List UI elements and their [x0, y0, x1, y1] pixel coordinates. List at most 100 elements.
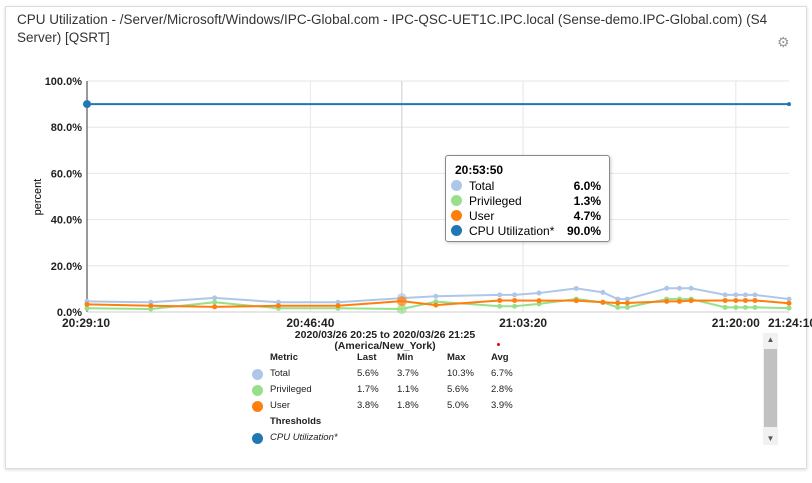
legend-row-user[interactable]: User 3.8% 1.8% 5.0% 3.9% — [250, 400, 530, 414]
thresholds-label: Thresholds — [270, 416, 322, 427]
legend-row-privileged[interactable]: Privileged 1.7% 1.1% 5.6% 2.8% — [250, 384, 530, 398]
data-point-user — [497, 297, 503, 303]
data-point-user — [624, 300, 630, 306]
x-tick-label: 20:46:40 — [286, 316, 334, 330]
data-point-total — [676, 285, 682, 291]
data-point-user — [84, 301, 90, 307]
legend-max: 5.0% — [447, 400, 469, 411]
threshold-dot-icon — [252, 433, 263, 444]
legend-row-threshold[interactable]: CPU Utilization* — [250, 432, 530, 446]
x-tick-label: 21:24:10 — [768, 316, 812, 330]
series-line-total — [86, 287, 790, 304]
data-point-total — [433, 293, 439, 299]
legend-avg: 6.7% — [491, 368, 513, 379]
legend-min: 3.7% — [397, 368, 419, 379]
header-metric: Metric — [270, 352, 298, 363]
legend-scrollbar[interactable]: ▲ ▼ — [763, 333, 778, 445]
legend-avg: 2.8% — [491, 384, 513, 395]
data-point-total — [752, 292, 758, 298]
data-point-total — [688, 285, 694, 291]
data-point-user — [536, 298, 542, 304]
tooltip-row-cpu-utilization: CPU Utilization* 90.0% — [451, 224, 601, 239]
privileged-dot-icon — [451, 195, 462, 206]
x-tick-label: 20:29:10 — [62, 316, 110, 330]
data-point-privileged — [433, 299, 439, 305]
data-point-privileged — [84, 305, 90, 311]
data-point-total — [512, 292, 518, 298]
time-range: 2020/03/26 20:25 to 2020/03/26 21:25 (Am… — [250, 330, 520, 352]
threshold-marker — [787, 102, 791, 107]
legend-row-total[interactable]: Total 5.6% 3.7% 10.3% 6.7% — [250, 368, 530, 382]
data-point-user — [733, 297, 739, 303]
scrollbar-thumb[interactable] — [764, 349, 777, 427]
data-point-privileged — [733, 304, 739, 310]
gear-icon[interactable]: ⚙ — [777, 34, 790, 50]
data-point-total — [497, 292, 503, 298]
legend-last: 1.7% — [357, 384, 379, 395]
data-point-privileged — [752, 304, 758, 310]
timezone-text: (America/New_York) — [334, 340, 436, 352]
data-point-user — [275, 303, 281, 309]
chart-title: CPU Utilization - /Server/Microsoft/Wind… — [17, 12, 768, 45]
legend-min: 1.8% — [397, 400, 419, 411]
data-point-total — [573, 285, 579, 291]
header-max: Max — [447, 352, 466, 363]
data-point-privileged — [742, 304, 748, 310]
legend-last: 5.6% — [357, 368, 379, 379]
legend-name: Privileged — [270, 384, 312, 395]
tooltip-row-user: User 4.7% — [451, 209, 601, 224]
data-point-total — [600, 289, 606, 295]
scroll-down-icon[interactable]: ▼ — [766, 434, 775, 443]
data-point-total — [624, 296, 630, 302]
status-dot-icon — [497, 343, 500, 346]
y-tick-label: 80.0% — [51, 122, 82, 134]
data-point-privileged — [786, 305, 792, 311]
data-point-user — [512, 297, 518, 303]
threshold-dot-icon — [451, 225, 462, 236]
data-point-privileged — [497, 303, 503, 309]
data-point-user — [615, 300, 621, 306]
legend-last: 3.8% — [357, 400, 379, 411]
data-point-privileged — [512, 303, 518, 309]
data-point-user — [212, 304, 218, 310]
scroll-up-icon[interactable]: ▲ — [766, 335, 775, 344]
data-point-user — [664, 298, 670, 304]
user-dot-icon — [451, 210, 462, 221]
y-tick-label: 0.0% — [57, 307, 82, 319]
data-point-total — [733, 292, 739, 298]
legend-avg: 3.9% — [491, 400, 513, 411]
legend-min: 1.1% — [397, 384, 419, 395]
data-point-user — [148, 303, 154, 309]
data-point-user — [688, 298, 694, 304]
data-point-user — [742, 297, 748, 303]
tooltip-row-privileged: Privileged 1.3% — [451, 194, 601, 209]
threshold-marker — [83, 100, 91, 109]
y-tick-label: 60.0% — [51, 168, 82, 180]
series-dot-icon — [252, 369, 263, 380]
data-point-privileged — [722, 304, 728, 310]
data-point-total — [664, 285, 670, 291]
data-point-total — [536, 290, 542, 296]
thresholds-heading: Thresholds — [250, 416, 530, 430]
series-line-user — [86, 299, 790, 308]
legend-name: Total — [270, 368, 291, 379]
time-range-text: 2020/03/26 20:25 to 2020/03/26 21:25 — [294, 329, 476, 341]
x-tick-label: 21:03:20 — [499, 316, 547, 330]
header-avg: Avg — [491, 352, 509, 363]
tooltip-row-total: Total 6.0% — [451, 179, 601, 194]
data-point-user — [433, 302, 439, 308]
legend-max: 10.3% — [447, 368, 474, 379]
tooltip-label: Total — [469, 179, 495, 193]
tooltip-label: Privileged — [469, 194, 522, 208]
tooltip-label: User — [469, 209, 495, 223]
chart-tooltip: 20:53:50 Total 6.0% Privileged 1.3% User 4.… — [445, 155, 610, 242]
tooltip-value: 1.3% — [573, 194, 601, 208]
tooltip-value: 6.0% — [573, 179, 601, 193]
y-tick-label: 100.0% — [45, 76, 83, 88]
data-point-total — [148, 299, 154, 305]
tooltip-label: CPU Utilization* — [469, 224, 555, 238]
y-tick-label: 20.0% — [51, 261, 82, 273]
chart-panel — [5, 6, 807, 469]
total-dot-icon — [451, 180, 462, 191]
